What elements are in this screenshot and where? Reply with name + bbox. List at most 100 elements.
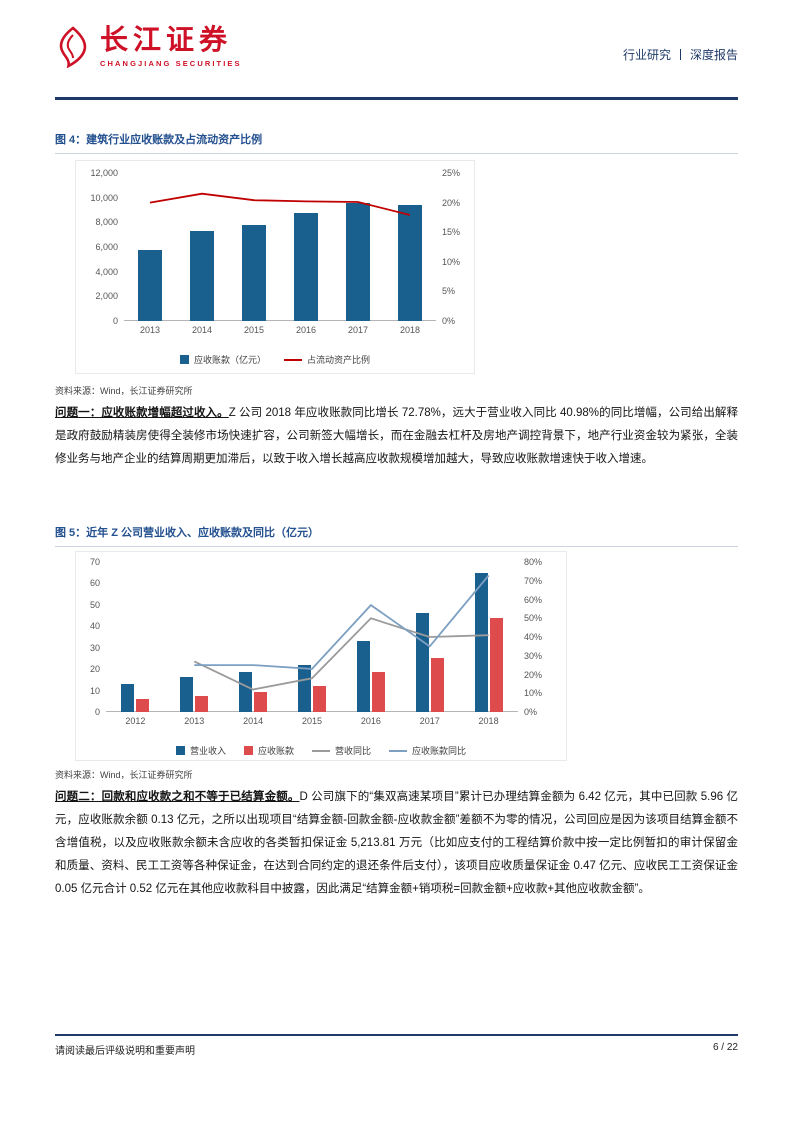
x-axis-label: 2018 bbox=[399, 325, 421, 335]
x-axis-label: 2016 bbox=[295, 325, 317, 335]
brand-text: 长江证券 CHANGJIANG SECURITIES bbox=[100, 24, 242, 69]
bar bbox=[430, 658, 444, 712]
footer-disclaimer: 请阅读最后评级说明和重要声明 bbox=[55, 1046, 195, 1057]
left-axis-tick: 10,000 bbox=[90, 192, 118, 203]
category-label: 行业研究 bbox=[622, 48, 671, 62]
x-axis-label: 2013 bbox=[139, 325, 161, 335]
line-series bbox=[193, 617, 489, 691]
x-axis-label: 2012 bbox=[125, 716, 146, 726]
legend-square-swatch bbox=[175, 746, 185, 755]
left-axis-tick: 0 bbox=[112, 316, 118, 326]
chart2-plot-area bbox=[106, 562, 518, 712]
figure4-source: 资料来源：Wind，长江证券研究所 bbox=[55, 386, 193, 396]
right-axis-tick: 0% bbox=[524, 707, 538, 717]
chart-legend: 应收账款（亿元） 占流动资产比例 bbox=[76, 353, 474, 366]
x-axis-label: 2015 bbox=[301, 716, 322, 726]
legend-line-swatch bbox=[389, 749, 408, 752]
x-axis-label: 2014 bbox=[191, 325, 213, 335]
legend-item: 占流动资产比例 bbox=[284, 353, 370, 366]
brand-name-en: CHANGJIANG SECURITIES bbox=[100, 59, 242, 68]
right-axis-tick: 15% bbox=[442, 227, 461, 238]
legend-label: 营收同比 bbox=[335, 746, 372, 756]
legend-square-swatch bbox=[179, 355, 189, 364]
right-axis-tick: 70% bbox=[524, 575, 543, 586]
brand-name-cn: 长江证券 bbox=[100, 24, 233, 55]
figure5-source: 资料来源：Wind，长江证券研究所 bbox=[55, 770, 193, 780]
figure4-caption: 图 4：建筑行业应收账款及占流动资产比例 bbox=[55, 131, 738, 154]
paragraph-issue2: 问题二：回款和应收款之和不等于已结算金额。D 公司旗下的“集双高速某项目”累计已… bbox=[55, 786, 738, 901]
right-axis-tick: 20% bbox=[442, 197, 461, 208]
page-header: 长江证券 CHANGJIANG SECURITIES 行业研究 深度报告 bbox=[55, 26, 738, 68]
right-axis-tick: 50% bbox=[524, 613, 543, 624]
legend-item: 应收账款 bbox=[243, 744, 294, 757]
left-axis-tick: 6,000 bbox=[95, 242, 118, 252]
right-axis-tick: 80% bbox=[524, 557, 543, 567]
left-axis-tick: 60 bbox=[89, 578, 100, 589]
report-type-label: 深度报告 bbox=[689, 48, 738, 62]
footer-rule bbox=[55, 1034, 738, 1036]
left-axis-tick: 10 bbox=[89, 685, 100, 696]
chart1-plot-area bbox=[124, 173, 436, 321]
x-axis-label: 2014 bbox=[243, 716, 264, 726]
legend-label: 应收账款同比 bbox=[412, 746, 467, 756]
left-axis-tick: 12,000 bbox=[90, 168, 118, 178]
chart-legend: 营业收入 应收账款 营收同比 应收账款同比 bbox=[76, 744, 566, 757]
legend-item: 应收账款同比 bbox=[389, 744, 466, 757]
left-axis-tick: 40 bbox=[89, 621, 100, 632]
bar bbox=[121, 684, 135, 712]
right-axis-tick: 40% bbox=[524, 632, 543, 642]
bar bbox=[294, 212, 318, 321]
line-series bbox=[149, 192, 411, 216]
legend-label: 应收账款 bbox=[257, 746, 294, 756]
left-axis-tick: 2,000 bbox=[95, 291, 118, 302]
right-axis-tick: 25% bbox=[442, 168, 461, 178]
paragraph-issue1: 问题一：应收账款增幅超过收入。Z 公司 2018 年应收账款同比增长 72.78… bbox=[55, 402, 738, 471]
bar bbox=[242, 224, 266, 321]
bar bbox=[356, 641, 370, 712]
legend-line-swatch bbox=[284, 358, 302, 361]
bar bbox=[180, 676, 194, 712]
line-series bbox=[194, 574, 490, 670]
right-axis-tick: 10% bbox=[442, 256, 461, 267]
bar bbox=[239, 672, 253, 712]
changjiang-logo-icon bbox=[59, 26, 87, 68]
bar bbox=[195, 695, 209, 712]
bar bbox=[489, 617, 503, 712]
meta-divider bbox=[679, 49, 681, 60]
bar bbox=[190, 231, 214, 321]
left-axis-tick: 50 bbox=[89, 599, 100, 610]
legend-item: 营业收入 bbox=[175, 744, 226, 757]
bar bbox=[254, 691, 268, 712]
x-axis-label: 2015 bbox=[243, 325, 265, 335]
figure4-chart: 12,000 10,000 8,000 6,000 4,000 2,000 0 25% 20% 1… bbox=[75, 160, 475, 374]
right-axis-tick: 0% bbox=[442, 316, 456, 326]
right-axis-tick: 60% bbox=[524, 594, 543, 605]
bar bbox=[474, 572, 488, 712]
header-rule bbox=[55, 97, 738, 100]
left-axis-tick: 0 bbox=[94, 707, 100, 717]
x-axis-label: 2018 bbox=[478, 716, 499, 726]
line-series-layer bbox=[149, 192, 411, 216]
right-axis-tick: 5% bbox=[442, 286, 456, 297]
bar bbox=[313, 686, 326, 712]
report-meta: 行业研究 深度报告 bbox=[623, 46, 738, 68]
line-series-layer bbox=[193, 574, 490, 691]
bar bbox=[138, 249, 162, 321]
x-axis-label: 2017 bbox=[347, 325, 369, 335]
bar bbox=[346, 202, 370, 321]
brand: 长江证券 CHANGJIANG SECURITIES bbox=[55, 26, 242, 68]
right-axis-tick: 30% bbox=[524, 650, 543, 661]
left-axis-tick: 30 bbox=[89, 642, 100, 653]
bar bbox=[398, 205, 422, 321]
bar bbox=[136, 699, 150, 712]
page-number: 6 / 22 bbox=[712, 1042, 738, 1053]
bar bbox=[371, 672, 385, 712]
paragraph2-body: D 公司旗下的“集双高速某项目”累计已办理结算金额为 6.42 亿元，其中已回款… bbox=[55, 791, 739, 895]
right-axis-tick: 20% bbox=[524, 669, 543, 680]
paragraph1-lead: 问题一：应收账款增幅超过收入。 bbox=[55, 407, 229, 419]
legend-square-swatch bbox=[243, 746, 253, 755]
legend-line-swatch bbox=[312, 749, 330, 752]
legend-label: 占流动资产比例 bbox=[307, 355, 371, 365]
paragraph2-lead: 问题二：回款和应收款之和不等于已结算金额。 bbox=[55, 791, 300, 803]
